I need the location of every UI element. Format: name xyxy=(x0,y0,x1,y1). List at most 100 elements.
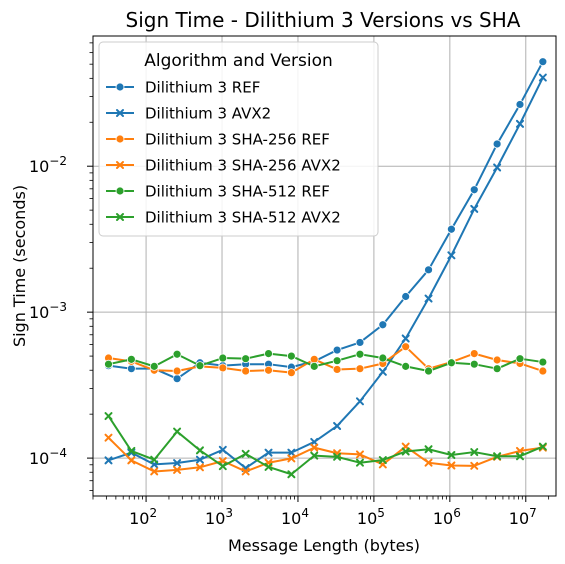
y-axis-title: Sign Time (seconds) xyxy=(10,185,29,347)
data-point xyxy=(515,100,525,109)
legend-label: Dilithium 3 SHA-256 REF xyxy=(145,131,330,149)
legend-swatch-marker xyxy=(115,82,125,92)
data-point xyxy=(538,73,547,82)
data-point xyxy=(424,445,433,454)
data-point xyxy=(195,463,204,472)
data-point xyxy=(241,449,250,458)
data-point xyxy=(332,365,342,374)
legend-title: Algorithm and Version xyxy=(144,51,333,71)
data-point xyxy=(104,412,113,421)
legend-label: Dilithium 3 AVX2 xyxy=(145,105,271,123)
data-point xyxy=(355,364,365,374)
chart-title: Sign Time - Dilithium 3 Versions vs SHA xyxy=(126,8,521,32)
data-point xyxy=(378,456,387,465)
series-line xyxy=(108,77,544,470)
y-axis: 10−4 10−3 10−2 xyxy=(29,42,93,491)
data-point xyxy=(150,467,159,476)
data-point xyxy=(127,446,136,455)
x-tick-label: 104 xyxy=(281,506,309,528)
legend-item: Dilithium 3 SHA-512 REF xyxy=(106,183,330,201)
x-tick-label: 103 xyxy=(205,506,233,528)
data-point xyxy=(401,447,410,456)
data-point xyxy=(172,349,182,359)
data-point xyxy=(515,452,524,461)
data-point xyxy=(469,359,479,369)
data-point xyxy=(218,445,227,454)
data-point xyxy=(447,451,456,460)
data-point xyxy=(287,454,296,463)
data-point xyxy=(424,294,433,303)
data-point xyxy=(104,456,113,465)
data-point xyxy=(493,452,502,461)
legend-item: Dilithium 3 AVX2 xyxy=(106,105,271,123)
plot-area-frame xyxy=(92,35,557,497)
data-point xyxy=(287,448,296,457)
data-point xyxy=(378,367,387,376)
data-point xyxy=(333,452,342,461)
legend-box xyxy=(98,41,379,237)
data-point xyxy=(492,139,502,149)
y-tick-label: 10−3 xyxy=(29,300,67,322)
data-point xyxy=(424,458,433,467)
data-point xyxy=(173,465,182,474)
series-2 xyxy=(104,73,547,473)
data-point xyxy=(241,467,250,476)
data-point xyxy=(401,361,411,371)
legend-swatch-marker xyxy=(116,109,124,117)
data-point xyxy=(332,356,342,366)
data-point xyxy=(310,443,319,452)
data-point xyxy=(104,433,113,442)
data-point xyxy=(332,345,342,355)
data-point xyxy=(126,364,136,374)
legend-swatch-marker xyxy=(115,134,125,144)
data-point xyxy=(401,334,410,343)
legend-swatch-marker xyxy=(116,213,124,221)
legend-swatch-marker xyxy=(116,161,124,169)
data-point xyxy=(378,353,388,363)
data-point xyxy=(515,354,525,364)
data-point xyxy=(173,459,182,468)
data-point xyxy=(493,163,502,172)
data-point xyxy=(264,462,273,471)
data-point xyxy=(355,349,365,359)
legend-item: Dilithium 3 SHA-256 REF xyxy=(106,131,330,149)
y-tick-label: 10−2 xyxy=(29,154,67,176)
legend-label: Dilithium 3 REF xyxy=(145,79,260,97)
legend-item: Dilithium 3 SHA-256 AVX2 xyxy=(106,157,341,175)
data-point xyxy=(538,357,548,367)
x-tick-label: 105 xyxy=(357,506,385,528)
x-tick-label: 107 xyxy=(509,506,537,528)
data-point xyxy=(333,421,342,430)
data-point xyxy=(424,265,433,275)
series-line xyxy=(108,61,544,380)
data-point xyxy=(310,437,319,446)
data-point xyxy=(401,342,411,352)
data-point xyxy=(172,374,182,384)
data-point xyxy=(126,354,136,364)
data-point xyxy=(310,451,319,460)
data-point xyxy=(378,320,388,330)
x-tick-label: 106 xyxy=(433,506,461,528)
legend-item: Dilithium 3 SHA-512 AVX2 xyxy=(106,209,341,227)
data-point xyxy=(150,455,159,464)
data-point xyxy=(218,363,228,373)
data-point xyxy=(470,448,479,457)
data-point xyxy=(286,368,296,378)
legend-label: Dilithium 3 SHA-256 AVX2 xyxy=(145,157,341,175)
data-point xyxy=(218,353,228,363)
data-point xyxy=(355,458,364,467)
data-point xyxy=(241,354,251,364)
x-axis: 102 103 104 105 106 107 xyxy=(92,496,550,528)
data-point xyxy=(447,461,456,470)
data-point xyxy=(447,358,456,368)
data-point xyxy=(538,57,548,67)
data-point xyxy=(173,427,182,436)
data-point xyxy=(469,349,479,359)
data-point xyxy=(264,349,273,359)
data-point xyxy=(447,251,456,260)
data-point xyxy=(492,355,502,365)
series-5 xyxy=(104,349,548,376)
plot-series xyxy=(104,57,548,479)
data-point xyxy=(470,204,479,213)
